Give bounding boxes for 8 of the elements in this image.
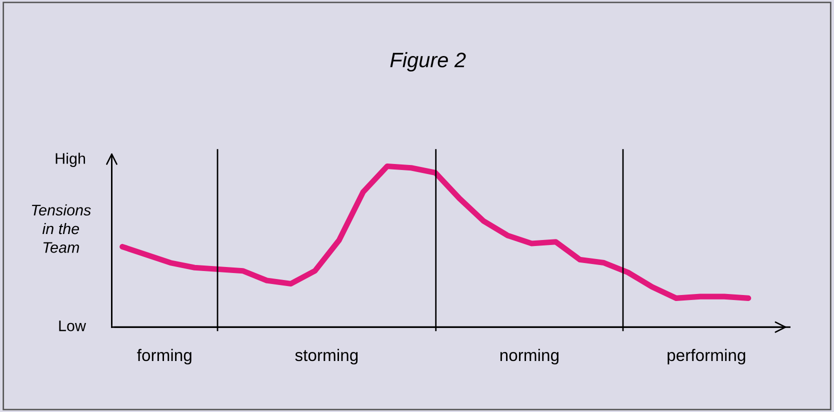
text: High (56, 152, 85, 167)
text: performing (668, 348, 746, 364)
chart-title: Figure 2 (390, 52, 466, 72)
y-axis-title: Tensions in the Team (32, 204, 91, 253)
text: forming (137, 348, 192, 364)
text: norming (500, 348, 558, 364)
text: storming (295, 348, 358, 364)
text: Low (59, 320, 86, 332)
